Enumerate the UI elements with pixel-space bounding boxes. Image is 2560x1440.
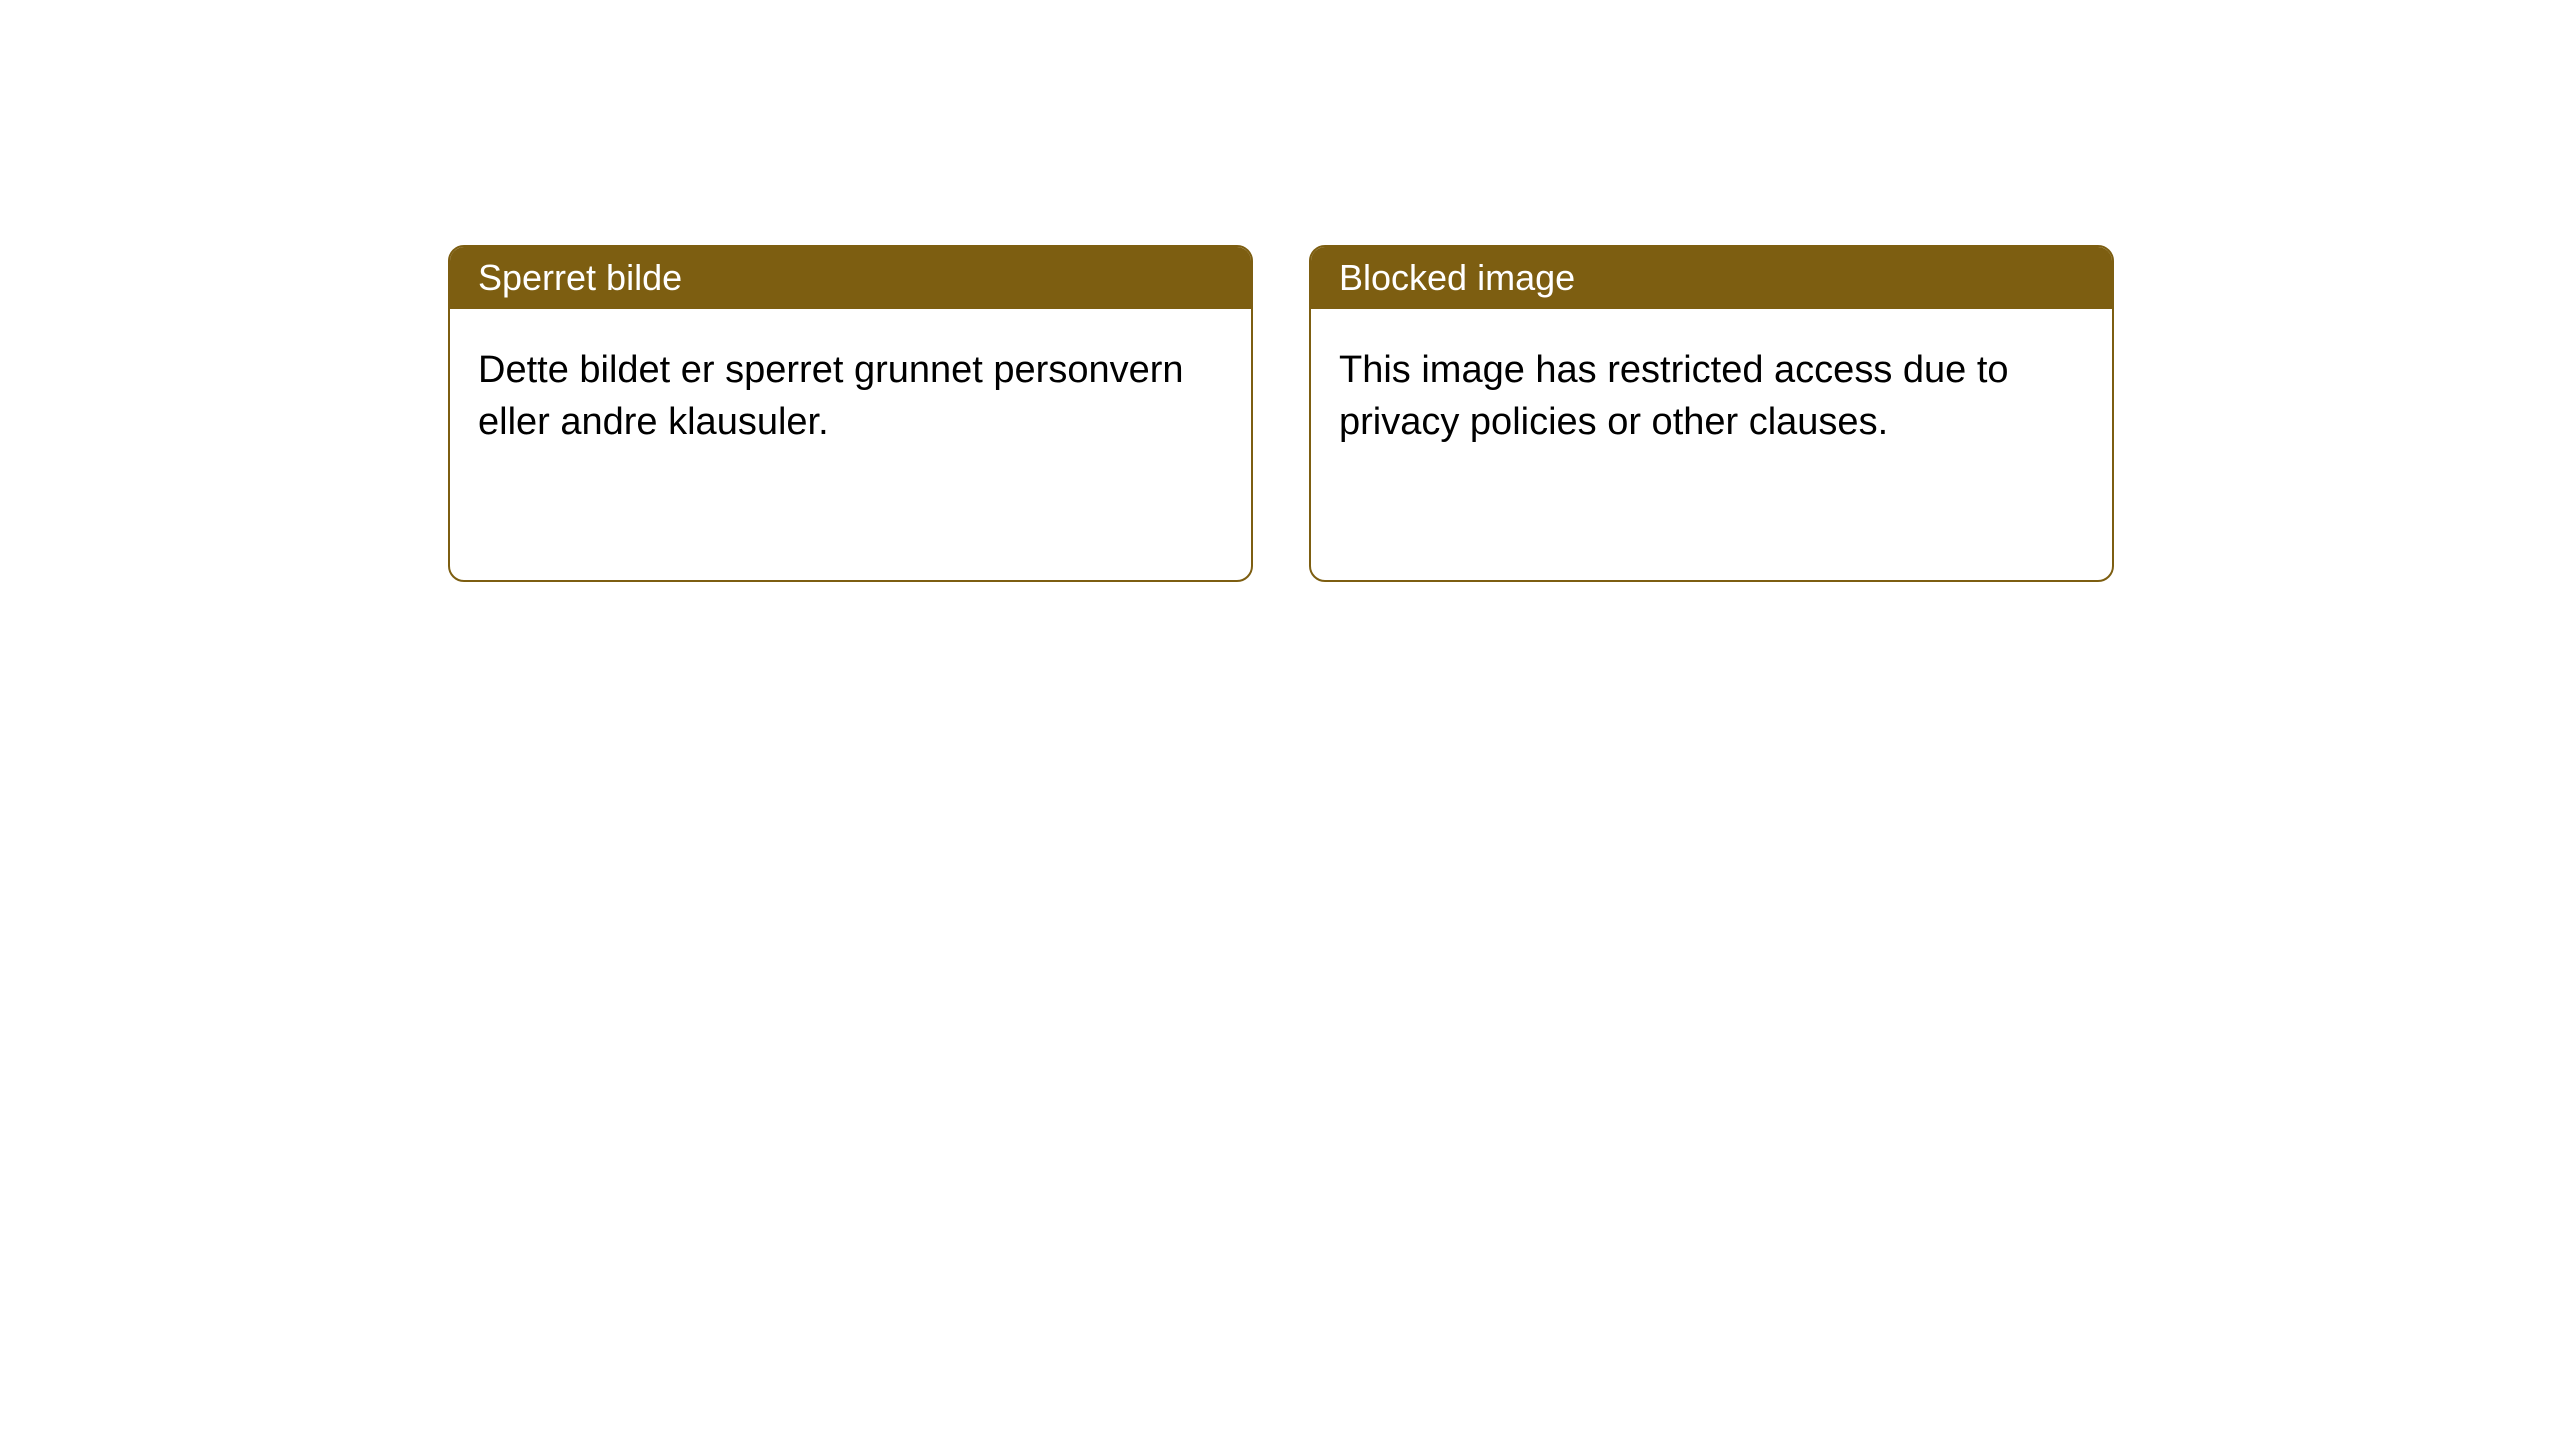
card-header: Sperret bilde (450, 247, 1251, 309)
card-body: This image has restricted access due to … (1311, 309, 2112, 484)
card-header: Blocked image (1311, 247, 2112, 309)
blocked-image-card-english: Blocked image This image has restricted … (1309, 245, 2114, 582)
card-title: Sperret bilde (478, 257, 682, 298)
blocked-image-card-norwegian: Sperret bilde Dette bildet er sperret gr… (448, 245, 1253, 582)
card-body: Dette bildet er sperret grunnet personve… (450, 309, 1251, 484)
card-body-text: This image has restricted access due to … (1339, 349, 2009, 443)
card-body-text: Dette bildet er sperret grunnet personve… (478, 349, 1184, 443)
cards-container: Sperret bilde Dette bildet er sperret gr… (0, 0, 2560, 582)
card-title: Blocked image (1339, 257, 1575, 298)
